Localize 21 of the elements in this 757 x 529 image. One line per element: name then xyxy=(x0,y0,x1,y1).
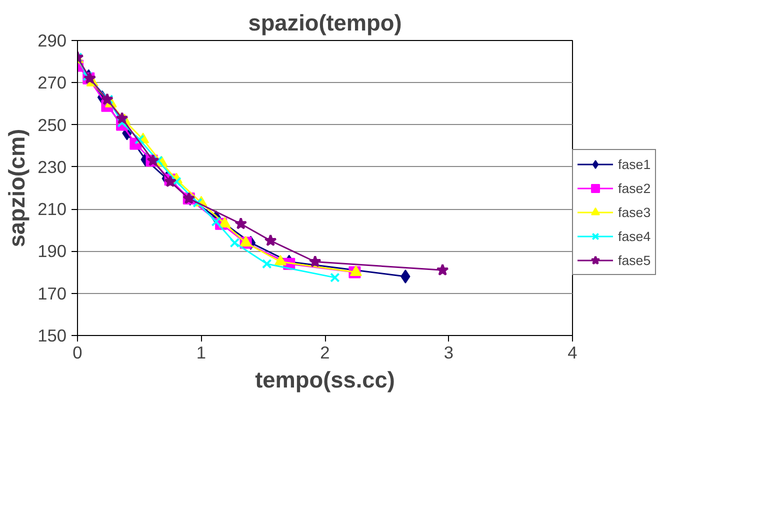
legend-label: fase1 xyxy=(618,156,651,172)
x-tick-label: 0 xyxy=(72,342,82,362)
legend-label: fase3 xyxy=(618,204,651,220)
y-axis-title: sapzio(cm) xyxy=(4,128,30,248)
x-tick-label: 4 xyxy=(568,342,578,362)
x-tick-label: 2 xyxy=(320,342,330,362)
legend-label: fase4 xyxy=(618,228,651,244)
x-tick-label: 1 xyxy=(196,342,206,362)
y-tick-label: 190 xyxy=(38,241,67,262)
x-tick-label: 3 xyxy=(444,342,454,362)
y-tick-label: 170 xyxy=(38,283,67,304)
y-tick-label: 270 xyxy=(38,72,67,93)
y-tick-label: 230 xyxy=(38,156,67,177)
legend-label: fase5 xyxy=(618,252,651,268)
y-tick-label: 290 xyxy=(38,30,67,50)
y-tick-label: 150 xyxy=(38,326,67,346)
y-tick-label: 250 xyxy=(38,114,67,135)
chart-title: spazio(tempo) xyxy=(248,10,402,36)
legend-label: fase2 xyxy=(618,180,651,196)
y-tick-label: 210 xyxy=(38,199,67,220)
x-axis-title: tempo(ss.cc) xyxy=(255,366,395,392)
